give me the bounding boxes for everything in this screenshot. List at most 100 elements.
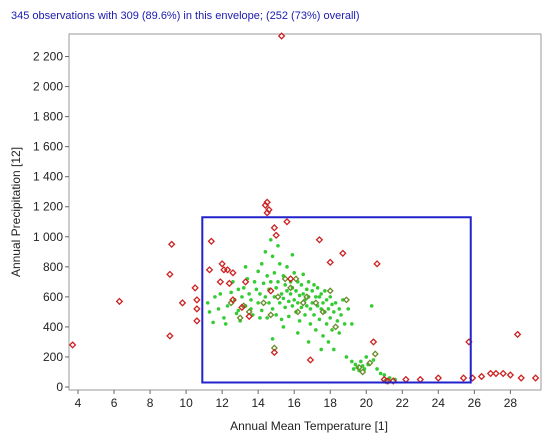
x-tick-label: 18 xyxy=(324,396,338,410)
inside-point xyxy=(323,289,327,293)
outside-point xyxy=(205,266,214,274)
y-tick-label: 0 xyxy=(56,380,63,394)
inside-point xyxy=(301,272,305,277)
inside-point xyxy=(234,311,239,316)
inside-point xyxy=(326,307,331,311)
outside-point xyxy=(115,297,124,306)
inside-point xyxy=(279,317,284,322)
inside-point xyxy=(265,274,269,278)
outside-point xyxy=(369,338,378,346)
edge-point xyxy=(287,284,295,292)
outside-point xyxy=(193,317,201,325)
inside-point xyxy=(270,337,275,341)
outside-point xyxy=(207,237,216,246)
inside-point xyxy=(305,304,309,308)
outside-point xyxy=(286,275,295,283)
inside-point xyxy=(371,358,376,362)
inside-point xyxy=(341,298,345,302)
inside-point xyxy=(326,340,331,344)
inside-point xyxy=(213,295,217,299)
outside-point xyxy=(178,299,187,307)
data-points xyxy=(68,32,540,385)
edge-point xyxy=(294,308,302,316)
outside-point xyxy=(517,374,525,382)
chart-title: 345 observations with 309 (89.6%) in thi… xyxy=(11,10,360,22)
inside-point xyxy=(310,289,315,293)
inside-point xyxy=(310,301,315,305)
inside-point xyxy=(216,307,221,311)
inside-point xyxy=(342,322,347,326)
inside-point xyxy=(301,292,305,296)
edge-point xyxy=(382,377,390,385)
outside-point xyxy=(68,341,77,349)
outside-point xyxy=(216,278,225,286)
inside-point xyxy=(223,322,228,326)
inside-point xyxy=(382,373,387,377)
edge-point xyxy=(366,359,374,367)
inside-point xyxy=(303,313,307,317)
outside-point xyxy=(459,374,468,382)
outside-point xyxy=(245,312,253,321)
inside-point xyxy=(332,347,336,352)
outside-point xyxy=(486,369,495,378)
y-tick-label: 1 000 xyxy=(33,230,63,244)
x-tick-label: 16 xyxy=(288,396,302,410)
outside-point xyxy=(241,278,250,286)
edge-point xyxy=(260,299,268,307)
y-tick-label: 1 800 xyxy=(33,110,63,124)
outside-point xyxy=(315,236,324,244)
inside-point xyxy=(258,316,262,320)
inside-point xyxy=(225,304,230,308)
inside-point xyxy=(308,322,313,326)
edge-point xyxy=(342,296,350,304)
inside-point xyxy=(265,316,269,320)
inside-point xyxy=(308,307,313,311)
x-tick-label: 14 xyxy=(251,396,265,410)
inside-point xyxy=(276,243,280,248)
inside-point xyxy=(276,280,280,284)
inside-point xyxy=(277,301,282,305)
outside-point xyxy=(167,240,176,249)
outside-point xyxy=(166,332,174,340)
inside-point xyxy=(378,371,383,376)
y-tick-label: 2 200 xyxy=(33,50,63,64)
inside-point xyxy=(285,265,289,269)
outside-point xyxy=(218,260,226,268)
inside-point xyxy=(312,283,316,287)
outside-point xyxy=(223,266,232,274)
inside-point xyxy=(211,320,215,325)
x-tick-label: 22 xyxy=(396,396,410,410)
inside-point xyxy=(205,301,210,305)
y-tick-label: 800 xyxy=(43,260,63,274)
inside-point xyxy=(259,308,264,313)
inside-point xyxy=(332,310,336,314)
x-axis-label: Annual Mean Temperature [1] xyxy=(230,419,388,433)
inside-point xyxy=(274,313,278,317)
edge-point xyxy=(355,363,363,371)
inside-point xyxy=(319,292,324,296)
edge-point xyxy=(281,275,289,283)
inside-point xyxy=(258,292,262,296)
inside-point xyxy=(315,286,320,290)
x-tick-label: 26 xyxy=(468,396,482,410)
inside-point xyxy=(272,271,277,275)
inside-point xyxy=(236,308,241,313)
outside-point xyxy=(339,249,347,258)
outside-point xyxy=(166,270,174,279)
inside-point xyxy=(369,304,374,308)
inside-point xyxy=(272,295,277,299)
edge-point xyxy=(303,293,311,301)
inside-point xyxy=(319,347,324,352)
inside-point xyxy=(259,262,264,266)
edge-point xyxy=(274,293,282,301)
edge-point xyxy=(326,287,334,295)
inside-point xyxy=(283,283,287,287)
inside-point xyxy=(321,334,325,338)
envelope-box xyxy=(201,216,472,384)
inside-point xyxy=(286,314,291,319)
outside-point xyxy=(229,269,237,277)
edge-point xyxy=(299,299,307,307)
x-tick-label: 10 xyxy=(179,396,193,410)
edge-point xyxy=(312,299,320,307)
